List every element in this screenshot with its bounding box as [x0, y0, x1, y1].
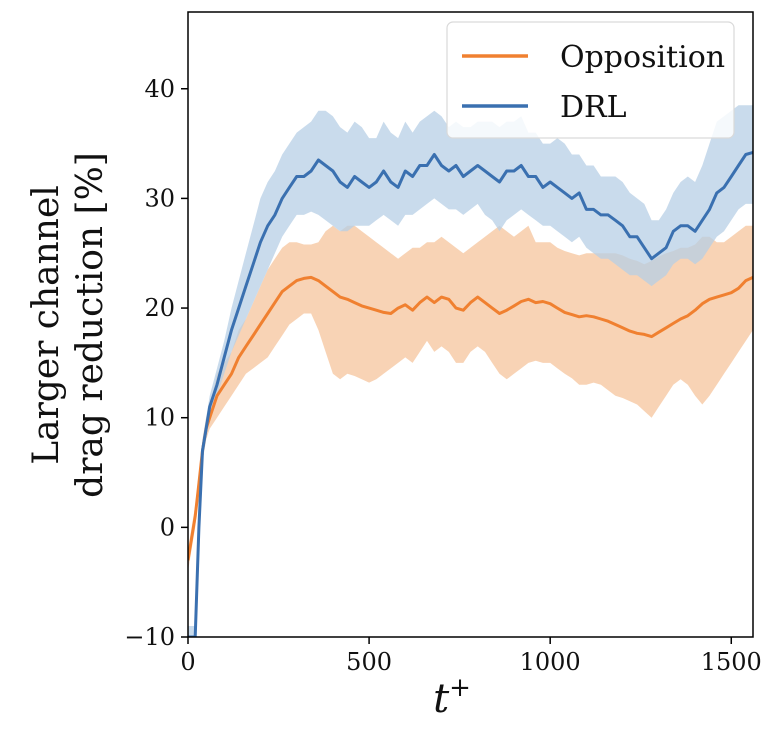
- x-axis-label-base: t: [433, 676, 450, 722]
- y-tick-label: 30: [144, 184, 175, 212]
- band-opposition: [188, 225, 753, 572]
- y-axis-label-line2: drag reduction [%]: [70, 152, 111, 498]
- y-tick-label: 10: [144, 404, 175, 432]
- line-opposition: [188, 275, 753, 561]
- series-lines: [188, 150, 753, 637]
- legend-label-drl: DRL: [560, 90, 627, 125]
- x-tick-label: 500: [346, 648, 392, 676]
- legend-box: [446, 21, 735, 139]
- y-tick-label: −10: [124, 623, 175, 651]
- x-tick-label: 0: [180, 648, 195, 676]
- y-tick-label: 20: [144, 294, 175, 322]
- x-axis-label: t+: [433, 673, 471, 722]
- plot-frame: [187, 11, 754, 638]
- legend: Opposition DRL: [446, 21, 735, 139]
- x-axis-label-superscript: +: [449, 673, 471, 703]
- y-tick-label: 40: [144, 75, 175, 103]
- y-axis-label-line1: Larger channel: [26, 185, 67, 465]
- legend-label-opposition: Opposition: [560, 40, 725, 75]
- y-axis-label: Larger channel drag reduction [%]: [26, 152, 111, 498]
- line-drl: [188, 150, 753, 637]
- x-tick-label: 1500: [701, 648, 762, 676]
- confidence-bands: [188, 105, 753, 637]
- y-tick-label: 0: [160, 513, 175, 541]
- band-drl: [188, 105, 753, 637]
- x-tick-label: 1000: [520, 648, 581, 676]
